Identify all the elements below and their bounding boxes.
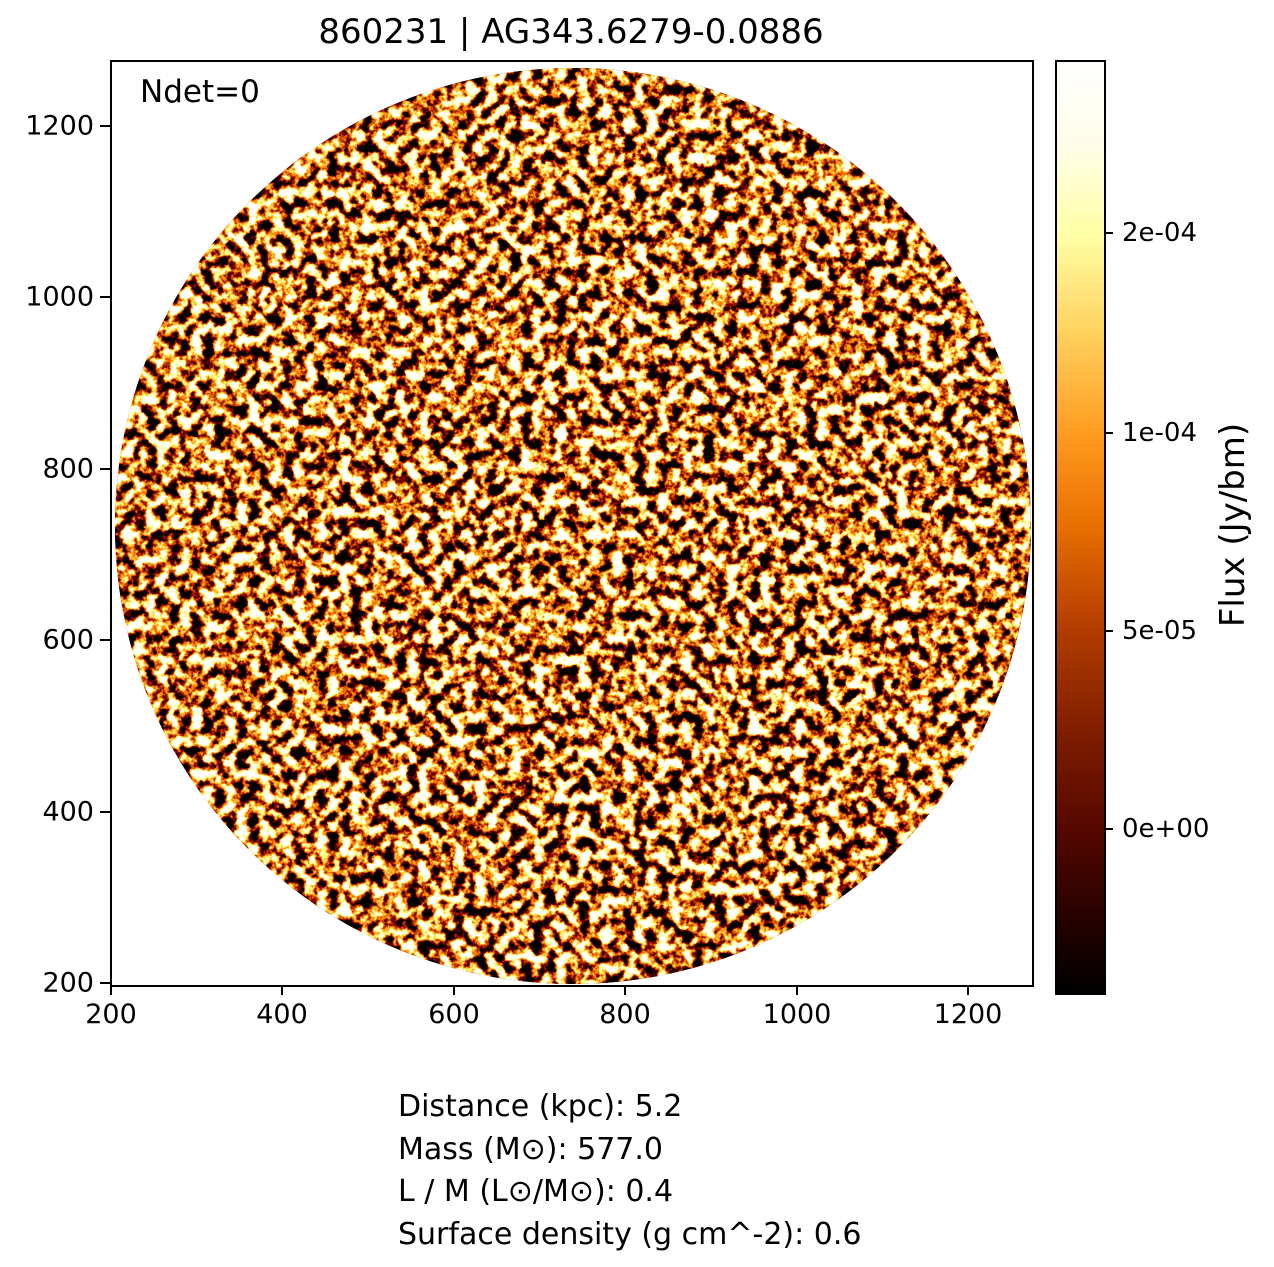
- colorbar-tick-label: 2e-04: [1122, 218, 1198, 248]
- x-tick-mark: [453, 985, 455, 995]
- x-tick-label: 400: [256, 999, 308, 1030]
- stat-surface-density: Surface density (g cm^-2): 0.6: [398, 1216, 862, 1252]
- colorbar-tick-label: 1e-04: [1122, 418, 1198, 448]
- stat-l-over-m: L / M (L⊙/M⊙): 0.4: [398, 1174, 674, 1209]
- x-tick-label: 600: [428, 999, 480, 1030]
- y-tick-mark: [100, 810, 110, 813]
- stats-footer: Distance (kpc): 5.2 Mass (M⊙): 577.0 L /…: [398, 1086, 861, 1256]
- y-tick-label: 1000: [25, 281, 94, 313]
- y-tick-mark: [100, 982, 110, 984]
- y-tick-mark: [100, 124, 110, 127]
- colorbar-tick-label: 5e-05: [1122, 616, 1198, 646]
- image-axes: Ndet=0: [110, 60, 1034, 987]
- ndet-annotation: Ndet=0: [140, 74, 260, 110]
- colorbar-axis-label: Flux (Jy/bm): [1213, 422, 1253, 628]
- x-tick-label: 800: [599, 999, 651, 1030]
- y-tick-label: 600: [42, 624, 94, 656]
- y-tick-mark: [100, 296, 110, 298]
- colorbar-tick-mark: [1104, 232, 1113, 234]
- x-tick-mark: [967, 985, 969, 995]
- y-tick-mark: [100, 467, 110, 470]
- x-tick-label: 200: [85, 999, 137, 1030]
- colorbar-tick-label: 0e+00: [1122, 814, 1210, 844]
- x-tick-mark: [281, 985, 283, 995]
- y-tick-mark: [100, 639, 110, 641]
- stat-mass: Mass (M⊙): 577.0: [398, 1131, 664, 1167]
- x-tick-mark: [796, 985, 798, 995]
- y-tick-label: 400: [42, 796, 94, 827]
- stat-distance: Distance (kpc): 5.2: [398, 1089, 683, 1124]
- y-tick-label: 1200: [25, 110, 94, 141]
- colorbar-tick-mark: [1104, 630, 1113, 632]
- x-tick-label: 1200: [933, 999, 1003, 1030]
- x-tick-label: 1000: [762, 999, 832, 1030]
- colorbar-tick-mark: [1104, 828, 1113, 830]
- colorbar-tick-mark: [1104, 432, 1113, 434]
- figure-title: 860231 | AG343.6279-0.0886: [318, 12, 824, 52]
- noise-map-image: [115, 68, 1031, 984]
- x-tick-mark: [624, 985, 626, 995]
- y-tick-label: 800: [42, 453, 94, 484]
- noise-field-circle: [115, 68, 1031, 984]
- y-tick-label: 200: [42, 967, 94, 999]
- x-tick-mark: [110, 985, 112, 995]
- colorbar: [1055, 60, 1106, 995]
